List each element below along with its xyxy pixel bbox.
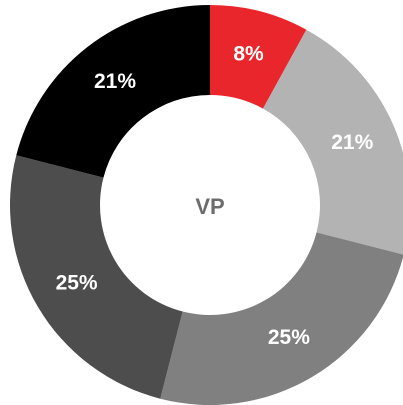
slice xyxy=(16,5,210,178)
slice xyxy=(210,5,307,109)
slice-label: 8% xyxy=(233,42,264,65)
slice-label: 21% xyxy=(331,131,373,154)
slice-label: 25% xyxy=(268,326,310,349)
slice-label: 25% xyxy=(56,271,98,294)
slice xyxy=(262,29,403,255)
slice-label: 21% xyxy=(94,70,136,93)
slice xyxy=(160,232,403,405)
chart-title: VP xyxy=(195,194,224,219)
slice xyxy=(10,155,183,399)
